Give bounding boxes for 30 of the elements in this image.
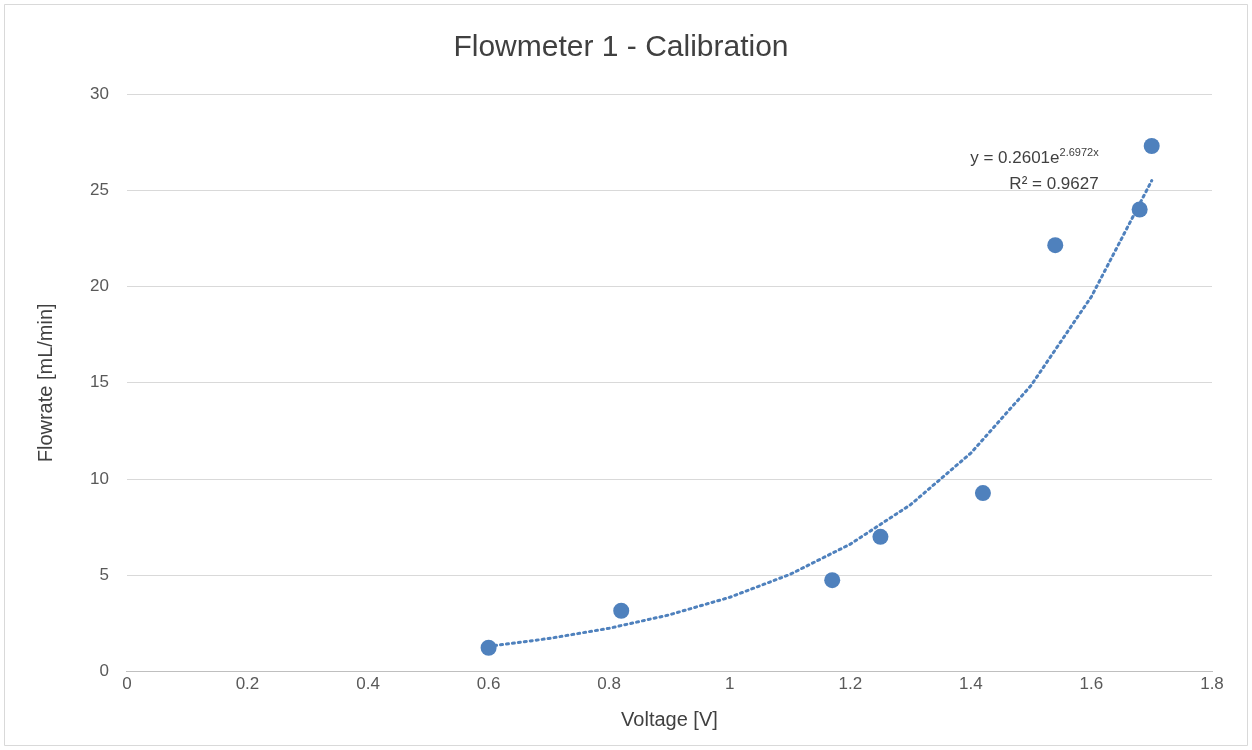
y-tick-label: 20 bbox=[89, 276, 109, 296]
y-tick-label: 25 bbox=[89, 179, 109, 199]
x-tick-label: 1.4 bbox=[959, 674, 983, 694]
x-tick-label: 1 bbox=[725, 674, 735, 694]
point bbox=[1131, 201, 1148, 218]
x-tick-label: 0 bbox=[122, 674, 132, 694]
point bbox=[1143, 137, 1160, 154]
x-tick-label: 1.8 bbox=[1200, 674, 1224, 694]
point bbox=[613, 602, 630, 619]
annotation: R² = 0.9627 bbox=[1009, 174, 1099, 194]
x-tick-label: 0.4 bbox=[356, 674, 380, 694]
y-tick-label: 5 bbox=[99, 565, 109, 585]
x-axis-title: Voltage [V] bbox=[621, 707, 718, 730]
point bbox=[1047, 237, 1064, 254]
point bbox=[480, 639, 497, 656]
point bbox=[872, 528, 889, 545]
annotation: y = 0.2601e$^{2.6972x}$ bbox=[970, 146, 1099, 168]
y-tick-label: 0 bbox=[99, 661, 109, 681]
y-tick-label: 15 bbox=[89, 372, 109, 392]
x-tick-label: 0.6 bbox=[476, 674, 501, 694]
y-axis-title: Flowrate [mL/min] bbox=[33, 303, 56, 463]
y-tick-label: 30 bbox=[89, 83, 109, 103]
x-tick-label: 1.6 bbox=[1079, 674, 1104, 694]
y-tick-label: 10 bbox=[89, 468, 109, 488]
x-tick-label: 0.8 bbox=[597, 674, 621, 694]
chart-title: Flowmeter 1 - Calibration bbox=[453, 29, 789, 63]
x-tick-label: 0.2 bbox=[235, 674, 260, 694]
point bbox=[824, 572, 841, 589]
x-tick-label: 1.2 bbox=[838, 674, 863, 694]
point bbox=[974, 485, 991, 502]
